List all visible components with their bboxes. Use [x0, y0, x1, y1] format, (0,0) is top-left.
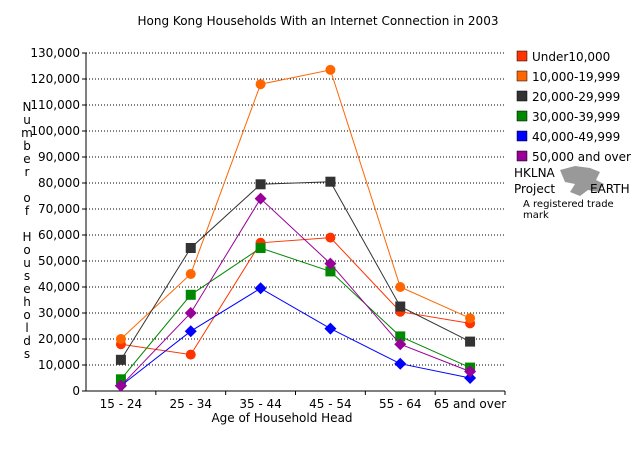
x-axis-label: Age of Household Head: [211, 411, 352, 425]
data-point: [395, 301, 406, 312]
series-1: [115, 64, 476, 344]
data-point: [464, 372, 477, 384]
series-line: [120, 181, 471, 361]
y-tick-label: 60,000: [38, 228, 80, 242]
y-tick-label: 40,000: [38, 280, 80, 294]
data-point: [325, 266, 336, 277]
y-tick-label: 70,000: [38, 202, 80, 216]
legend-label: 30,000-39,999: [532, 110, 620, 124]
data-point: [115, 374, 126, 385]
data-point: [325, 64, 336, 75]
series-line: [120, 69, 471, 340]
legend: Under10,000 10,000-19,999 20,000-29,999 30,…: [516, 50, 631, 164]
y-tick-label: 110,000: [30, 98, 80, 112]
data-point: [185, 269, 196, 279]
y-tick-label: 100,000: [30, 124, 80, 138]
data-point: [394, 338, 407, 351]
legend-label: 40,000-49,999: [532, 130, 620, 144]
y-tick-label: 10,000: [38, 358, 80, 372]
data-point: [395, 331, 406, 342]
logo-tagline: A registered trade mark: [523, 199, 614, 221]
data-point: [185, 349, 196, 360]
legend-swatch: [516, 50, 528, 62]
data-point: [255, 243, 266, 253]
data-point: [115, 334, 126, 344]
data-point: [254, 192, 267, 205]
data-point: [324, 257, 337, 270]
data-point: [465, 336, 476, 347]
data-point: [464, 365, 477, 378]
legend-swatch: [516, 110, 528, 122]
series-4: [114, 282, 477, 392]
data-point: [465, 313, 476, 324]
y-tick-label: 120,000: [30, 72, 80, 86]
series-3: [115, 243, 476, 385]
legend-label: 10,000-19,999: [532, 70, 620, 84]
series-line: [120, 197, 471, 387]
data-point: [185, 243, 196, 253]
data-point: [325, 232, 336, 243]
x-tick-label: 25 - 34: [170, 397, 213, 411]
data-point: [325, 176, 336, 187]
y-axis-label: Number of Households: [20, 100, 34, 360]
logo-line2a: Project: [514, 182, 556, 196]
data-point: [254, 282, 267, 295]
legend-swatch: [516, 70, 528, 82]
x-tick-label: 15 - 24: [100, 397, 143, 411]
gridlines: [86, 52, 505, 366]
data-point: [395, 282, 406, 292]
series-line: [120, 247, 471, 380]
data-point: [114, 379, 127, 392]
data-point: [184, 325, 197, 338]
y-tick-label: 0: [72, 384, 80, 398]
data-point: [255, 79, 266, 90]
y-tick-label: 80,000: [38, 176, 80, 190]
data-point: [115, 354, 126, 365]
x-tick-label: 35 - 44: [239, 397, 282, 411]
series-2: [115, 176, 476, 365]
data-point: [185, 289, 196, 300]
y-tick-label: 90,000: [38, 150, 80, 164]
chart-title: Hong Kong Households With an Internet Co…: [138, 14, 499, 28]
y-tick-label: 50,000: [38, 254, 80, 268]
axes: 0 10,000 20,000 30,000 40,000 50,000 60,000 70,…: [30, 46, 506, 411]
data-point: [324, 322, 337, 335]
series-line: [120, 287, 471, 387]
legend-swatch: [516, 130, 528, 142]
x-tick-label: 55 - 64: [379, 397, 422, 411]
logo-line1: HKLNA: [514, 166, 555, 180]
data-point: [255, 179, 266, 190]
y-tick-label: 130,000: [30, 46, 80, 60]
data-point: [394, 357, 407, 370]
data-point: [184, 307, 197, 319]
x-tick-label: 65 and over: [434, 397, 506, 411]
series-5: [114, 192, 477, 392]
legend-swatch: [516, 90, 528, 102]
series-group: [114, 64, 477, 392]
logo-line2b: EARTH: [590, 182, 630, 196]
legend-label: Under10,000: [532, 50, 610, 64]
y-tick-label: 30,000: [38, 306, 80, 320]
x-tick-label: 45 - 54: [309, 397, 352, 411]
series-line: [120, 237, 471, 356]
legend-label: 20,000-29,999: [532, 90, 620, 104]
logo-map-icon: [560, 166, 604, 196]
legend-label: 50,000 and over: [532, 150, 631, 164]
legend-swatch: [516, 150, 528, 162]
y-tick-label: 20,000: [38, 332, 80, 346]
